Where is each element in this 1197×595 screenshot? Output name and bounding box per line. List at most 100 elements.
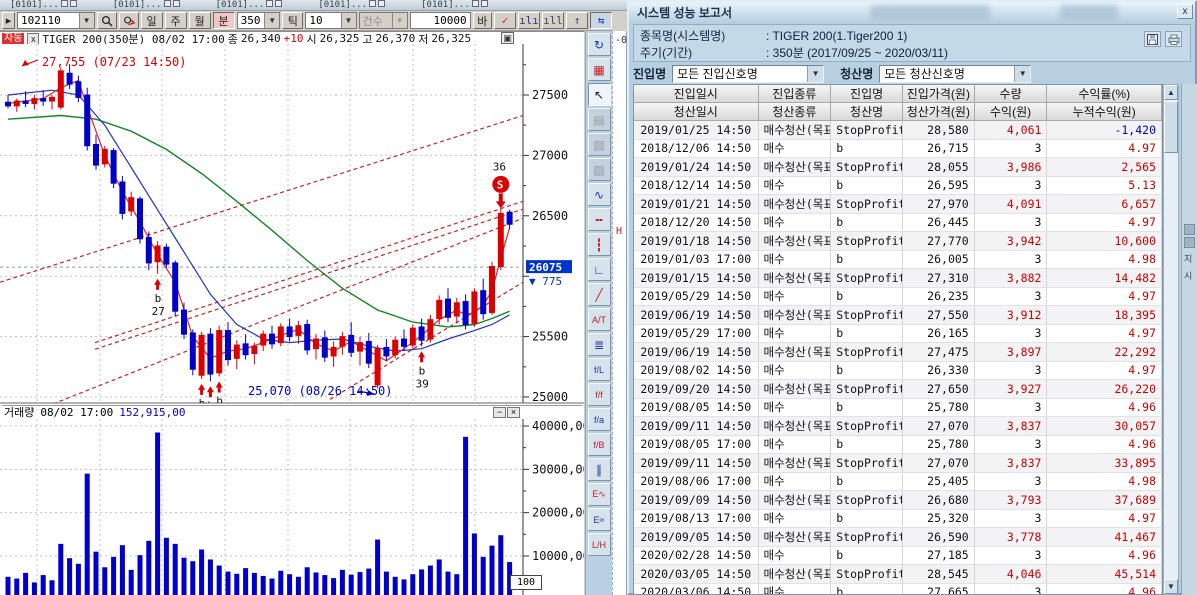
refresh-button[interactable]: ⇆ [590,12,612,29]
table-row[interactable]: 2019/06/19 14:50매수청산(목표StopProfitTa27,55… [634,306,1162,325]
refresh-button[interactable]: ↻ [587,33,611,56]
column-header[interactable]: 누적수익(원) [1047,103,1162,120]
bar-apply-button[interactable]: 바 [472,12,492,29]
chevron-down-icon[interactable]: ▼ [264,13,280,28]
pattern-lh-button[interactable]: L/H [587,533,611,556]
bar-pattern-button[interactable]: ılı [518,12,540,29]
table-row[interactable]: 2019/08/02 14:50 매수 b 26,330 3 4.97 [634,361,1162,380]
tick-count-combo[interactable]: 10 ▼ [305,12,357,29]
table-row[interactable]: 2019/01/18 14:50매수청산(목표StopProfitTa27,77… [634,232,1162,251]
table-row[interactable]: 2019/09/20 14:50매수청산(목표StopProfitTa27,65… [634,380,1162,399]
angle-line-button[interactable]: ∟ [587,258,611,281]
elliott-impulse-button[interactable]: E≈ [587,508,611,531]
period-button-일[interactable]: 일 [140,12,163,29]
table-row[interactable]: 2018/12/20 14:50 매수 b 26,445 3 4.97 [634,213,1162,232]
table-row[interactable]: 2019/09/11 14:50매수청산(목표StopProfitTa27,07… [634,454,1162,473]
column-header[interactable]: 청산일시 [634,103,759,120]
table-row[interactable]: 2019/01/15 14:50매수청산(목표StopProfitTa27,31… [634,269,1162,288]
horizontal-levels-button[interactable]: ≣ [587,333,611,356]
scroll-up-icon[interactable]: ▲ [1164,85,1178,100]
rotate-disabled-button[interactable]: ▧ [587,133,611,156]
column-header[interactable]: 진입명 [831,85,903,102]
column-header[interactable]: 청산종류 [759,103,832,120]
entry-signal-combo[interactable]: 모든 진입신호명 ▼ [672,64,825,83]
volume-chart[interactable]: 40000,00 30000,00 20000,00 10000,00 [0,419,584,595]
nav-next-button[interactable]: ▸ [2,12,15,29]
table-row[interactable]: 2019/01/25 14:50매수청산(목표StopProfitTa28,58… [634,121,1162,140]
save-button[interactable] [1144,31,1161,47]
table-row[interactable]: 2019/08/05 17:00 매수 b 25,780 3 4.96 [634,435,1162,454]
chevron-down-icon[interactable]: ▼ [1014,65,1031,82]
symbol-combo[interactable]: 102110 ▼ [17,12,95,29]
parallel-channel-button[interactable]: ∥ [587,458,611,481]
fibonacci-lines-button[interactable]: f/L [587,358,611,381]
signal-check-button[interactable]: ✓ [494,12,516,29]
table-row[interactable]: 2020/03/06 14:50 매수 b 27,665 3 4.96 [634,583,1162,594]
minimize-icon[interactable]: − [493,406,506,418]
fibonacci-arc-button[interactable]: f/a [587,408,611,431]
table-row[interactable]: 2020/03/05 14:50매수청산(목표StopProfitTa28,54… [634,565,1162,584]
up-arrow-button[interactable]: ↑ [566,12,588,29]
interval-combo[interactable]: 350 ▼ [236,12,281,29]
table-cell: 22,292 [1047,343,1162,361]
column-header[interactable]: 수량 [975,85,1048,102]
table-row[interactable]: 2019/08/05 14:50 매수 b 25,780 3 4.96 [634,398,1162,417]
column-header[interactable]: 수익률(%) [1047,85,1162,102]
diagonal-line-button[interactable]: ╱ [587,283,611,306]
table-cell: 매수청산(목표 [759,343,832,361]
pane-restore-icon[interactable]: ▣ [501,32,514,44]
table-row[interactable]: 2020/02/28 14:50 매수 b 27,185 3 4.96 [634,546,1162,565]
chevron-down-icon[interactable]: ▼ [340,13,356,28]
chart-layout-button[interactable]: ▦ [587,58,611,81]
column-header[interactable]: 진입종류 [759,85,832,102]
edit-disabled-button[interactable]: ▨ [587,158,611,181]
table-row[interactable]: 2019/05/29 17:00 매수 b 26,165 3 4.97 [634,324,1162,343]
table-row[interactable]: 2019/01/21 14:50매수청산(목표StopProfitTa27,97… [634,195,1162,214]
tick-button[interactable]: 틱 [282,12,304,29]
table-row[interactable]: 2019/01/03 17:00 매수 b 26,005 3 4.98 [634,250,1162,269]
table-row[interactable]: 2018/12/06 14:50 매수 b 26,715 3 4.97 [634,139,1162,158]
bar-chart-button[interactable]: ıll [542,12,564,29]
close-icon[interactable]: x [27,32,40,45]
period-button-주[interactable]: 주 [164,12,187,29]
table-row[interactable]: 2019/08/06 17:00 매수 b 25,405 3 4.98 [634,472,1162,491]
close-icon[interactable]: x [1177,4,1193,19]
table-row[interactable]: 2019/09/05 14:50매수청산(목표StopProfitTa26,59… [634,528,1162,547]
exit-signal-combo[interactable]: 모든 청산신호명 ▼ [879,64,1032,83]
pan-disabled-button[interactable]: ▤ [587,108,611,131]
table-row[interactable]: 2019/01/24 14:50매수청산(목표StopProfitTa28,05… [634,158,1162,177]
column-header[interactable]: 수익(원) [975,103,1048,120]
table-row[interactable]: 2019/05/29 14:50 매수 b 26,235 3 4.97 [634,287,1162,306]
print-button[interactable] [1165,31,1182,47]
table-row[interactable]: 2019/09/09 14:50매수청산(목표StopProfitTa26,68… [634,491,1162,510]
bar-count-input[interactable]: 10000 [409,12,471,29]
indicator-wave-button[interactable]: ∿ [587,183,611,206]
cursor-button[interactable]: ↖ [587,83,611,106]
table-row[interactable]: 2019/08/13 17:00 매수 b 25,320 3 4.97 [634,509,1162,528]
table-cell: 26,595 [903,176,975,194]
column-header[interactable]: 진입일시 [634,85,759,102]
close-icon[interactable]: × [507,406,520,418]
scrollbar-thumb[interactable] [1164,101,1178,153]
vertical-segment-button[interactable]: ┇ [587,233,611,256]
table-row[interactable]: 2019/09/11 14:50매수청산(목표StopProfitTa27,07… [634,417,1162,436]
table-scrollbar[interactable]: ▲ ▼ [1163,84,1179,595]
horizontal-segment-button[interactable]: ╍ [587,208,611,231]
chevron-down-icon[interactable]: ▼ [78,13,94,28]
elliott-wave-button[interactable]: E∿ [587,483,611,506]
column-header[interactable]: 청산가격(원) [903,103,975,120]
text-annotation-button[interactable]: A/T [587,308,611,331]
column-header[interactable]: 청산명 [831,103,903,120]
fibonacci-fan-button[interactable]: f/f [587,383,611,406]
search-button[interactable] [96,12,117,29]
table-row[interactable]: 2018/12/14 14:50 매수 b 26,595 3 5.13 [634,176,1162,195]
period-button-분[interactable]: 분 [212,12,235,29]
period-button-월[interactable]: 월 [188,12,211,29]
chevron-down-icon[interactable]: ▼ [807,65,824,82]
search-recent-button[interactable] [118,12,139,29]
scroll-down-icon[interactable]: ▼ [1164,579,1178,594]
fibonacci-band-button[interactable]: f/B [587,433,611,456]
column-header[interactable]: 진입가격(원) [903,85,975,102]
table-row[interactable]: 2019/06/19 14:50매수청산(목표StopProfitTa27,47… [634,343,1162,362]
